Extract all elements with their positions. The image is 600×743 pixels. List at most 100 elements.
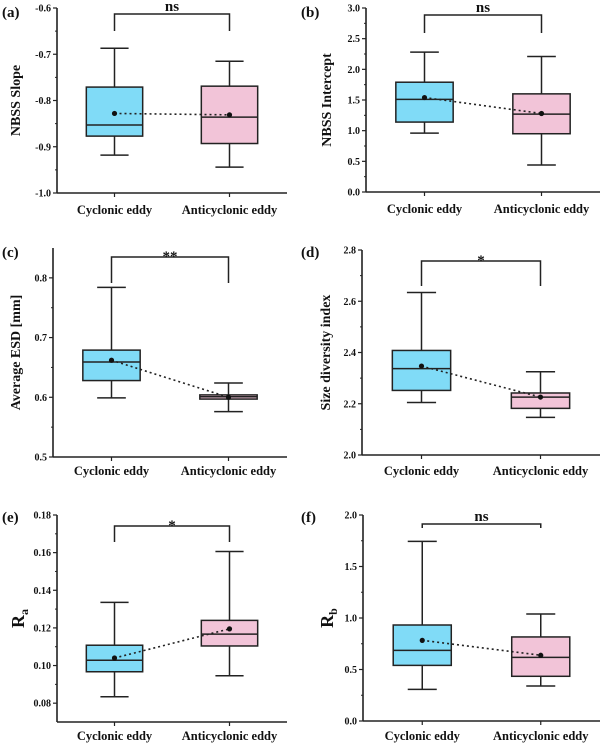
y-tick-label: 0.16 <box>34 548 52 559</box>
panel-label: (e) <box>2 510 19 526</box>
y-axis-title-main: Average ESD [mm] <box>9 295 24 411</box>
y-tick-label: 1.0 <box>348 126 361 137</box>
significance-label: ns <box>476 0 490 16</box>
significance-bracket <box>420 260 542 286</box>
y-tick-label: 0.0 <box>345 717 358 728</box>
significance-bracket <box>113 525 231 542</box>
y-axis-title-main: NBSS Slope <box>9 65 24 136</box>
y-tick-label: 2.0 <box>348 65 361 76</box>
y-tick-label: 2.0 <box>344 451 357 462</box>
iqr-box <box>391 349 452 392</box>
mean-point <box>419 637 425 643</box>
y-axis-title: Ra <box>8 609 31 628</box>
y-axis-title: Size diversity index <box>319 295 334 411</box>
y-tick-label: 2.6 <box>344 297 357 308</box>
panel-a: (a) -1.0 -0.9 -0.8 -0.7 -0.6 NBSS Slope Cycloni… <box>2 0 287 217</box>
panel-c: (c) 0.5 0.6 0.7 0.8 Average ESD [mm] Cyclonic … <box>2 245 287 478</box>
panel-label: (d) <box>301 245 319 261</box>
y-tick-label: 1.0 <box>345 614 358 625</box>
y-tick-label: 0.14 <box>34 586 52 597</box>
box-cyclonic <box>85 601 144 698</box>
x-tick-label: Anticyclonic eddy <box>181 464 277 478</box>
x-tick-label: Cyclonic eddy <box>384 464 460 478</box>
mean-connector <box>421 365 541 398</box>
y-axis-title-main: Size diversity index <box>319 295 334 411</box>
mean-point <box>226 626 233 632</box>
y-tick-label: 0.12 <box>34 623 52 634</box>
significance-bracket <box>421 523 542 528</box>
y-axis-title-subscript: b <box>326 608 340 615</box>
y-tick-label: 2.8 <box>344 246 357 257</box>
mean-point <box>111 110 118 117</box>
significance-label: * <box>168 518 176 534</box>
y-axis-title: NBSS Slope <box>9 65 24 136</box>
mean-point <box>225 394 232 400</box>
y-axis-title-main: R <box>317 614 337 628</box>
box-anticyclonic <box>512 55 571 166</box>
mean-connector <box>111 359 229 399</box>
significance-bracket <box>113 13 231 31</box>
y-axis-title: NBSS Intercept <box>320 53 335 147</box>
y-tick-label: 2.0 <box>345 511 358 522</box>
significance-label: ** <box>163 249 178 265</box>
y-tick-label: 0.6 <box>35 393 48 404</box>
panel-d: (d) 2.0 2.2 2.4 2.6 2.8 Size diversity index Cy… <box>301 245 600 478</box>
iqr-box <box>395 81 454 123</box>
y-tick-label: -0.6 <box>35 4 51 15</box>
box-anticyclonic <box>510 613 571 687</box>
y-tick-label: 0.18 <box>34 511 52 522</box>
y-tick-label: 0.10 <box>34 661 52 672</box>
y-tick-label: 3.0 <box>348 4 361 15</box>
panel-label: (f) <box>301 510 316 526</box>
x-tick-label: Anticyclonic eddy <box>493 729 589 743</box>
x-tick-label: Anticyclonic eddy <box>493 464 589 478</box>
y-tick-label: 1.5 <box>348 96 361 107</box>
x-tick-label: Cyclonic eddy <box>385 729 461 743</box>
box-cyclonic <box>391 291 452 404</box>
y-tick-label: 0.08 <box>34 699 52 710</box>
significance-label: * <box>477 253 485 269</box>
x-tick-label: Anticyclonic eddy <box>182 203 278 217</box>
y-tick-label: 2.2 <box>344 399 357 410</box>
x-tick-label: Cyclonic eddy <box>387 202 463 216</box>
iqr-box <box>200 619 259 647</box>
box-cyclonic <box>395 51 454 134</box>
significance-label: ns <box>165 0 179 15</box>
significance-bracket <box>423 14 543 33</box>
panel-b: (b) 0.0 0.5 1.0 1.5 2.0 2.5 3.0 NBSS Intercept Cy… <box>301 0 600 216</box>
iqr-box <box>392 624 453 667</box>
mean-point <box>226 112 233 118</box>
box-anticyclonic <box>200 550 259 677</box>
mean-point <box>421 94 428 101</box>
y-tick-label: 1.5 <box>345 562 358 573</box>
y-tick-label: -1.0 <box>35 189 51 200</box>
y-tick-label: -0.9 <box>35 142 51 153</box>
y-tick-label: 0.0 <box>348 188 361 199</box>
box-cyclonic <box>392 540 453 691</box>
mean-point <box>537 394 544 400</box>
significance-bracket <box>110 256 230 283</box>
y-axis-title: Average ESD [mm] <box>9 295 24 411</box>
y-axis-title-main: NBSS Intercept <box>320 53 335 147</box>
y-axis-title: Rb <box>317 608 340 628</box>
panel-label: (a) <box>2 5 20 21</box>
box-anticyclonic <box>510 370 571 419</box>
y-tick-label: 0.5 <box>348 157 361 168</box>
y-tick-label: 2.5 <box>348 34 361 45</box>
y-tick-label: -0.7 <box>35 50 51 61</box>
x-tick-label: Anticyclonic eddy <box>182 729 278 743</box>
panel-label: (b) <box>301 5 319 21</box>
panel-label: (c) <box>2 245 19 261</box>
iqr-box <box>82 349 141 382</box>
significance-label: ns <box>474 509 488 525</box>
x-tick-label: Cyclonic eddy <box>77 203 153 217</box>
mean-connector <box>114 112 230 116</box>
y-tick-label: 0.5 <box>345 665 358 676</box>
y-axis-title-main: R <box>8 614 28 628</box>
x-tick-label: Anticyclonic eddy <box>494 202 590 216</box>
mean-point <box>418 363 425 369</box>
iqr-box <box>85 644 144 673</box>
y-tick-label: 0.7 <box>35 333 48 344</box>
mean-point <box>538 652 544 658</box>
